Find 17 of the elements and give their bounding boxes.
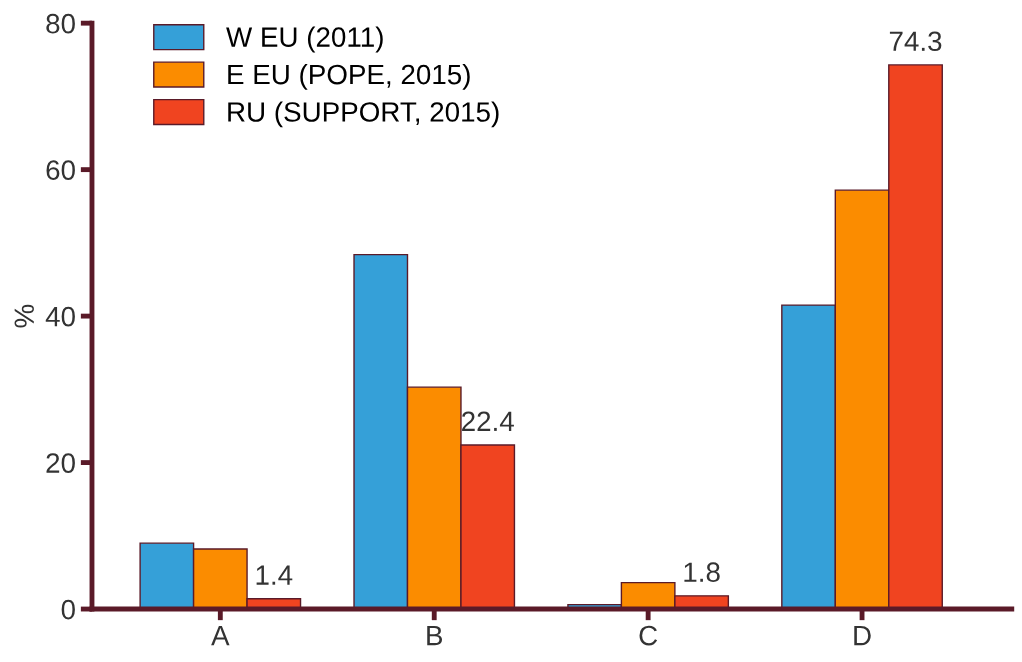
x-tick-label: D bbox=[854, 626, 871, 646]
legend-label: RU (SUPPORT, 2015) bbox=[228, 101, 499, 128]
x-tick-label: C bbox=[639, 625, 658, 646]
y-tick-label: 0 bbox=[61, 599, 75, 620]
y-tick-label: 40 bbox=[45, 306, 75, 327]
y-tick-label: 80 bbox=[46, 13, 75, 34]
legend-label: E EU (POPE, 2015) bbox=[228, 63, 470, 90]
y-tick-label: 60 bbox=[46, 160, 75, 180]
data-label: 74.3 bbox=[889, 31, 942, 52]
y-axis-title: % bbox=[14, 304, 34, 328]
data-label: 1.4 bbox=[256, 565, 293, 585]
x-tick-label: B bbox=[427, 626, 443, 646]
x-tick-label: A bbox=[211, 626, 230, 646]
data-label: 22.4 bbox=[462, 411, 514, 431]
data-label: 1.8 bbox=[684, 562, 720, 583]
y-tick-label: 20 bbox=[46, 453, 75, 473]
legend-label: W EU (2011) bbox=[226, 26, 383, 53]
